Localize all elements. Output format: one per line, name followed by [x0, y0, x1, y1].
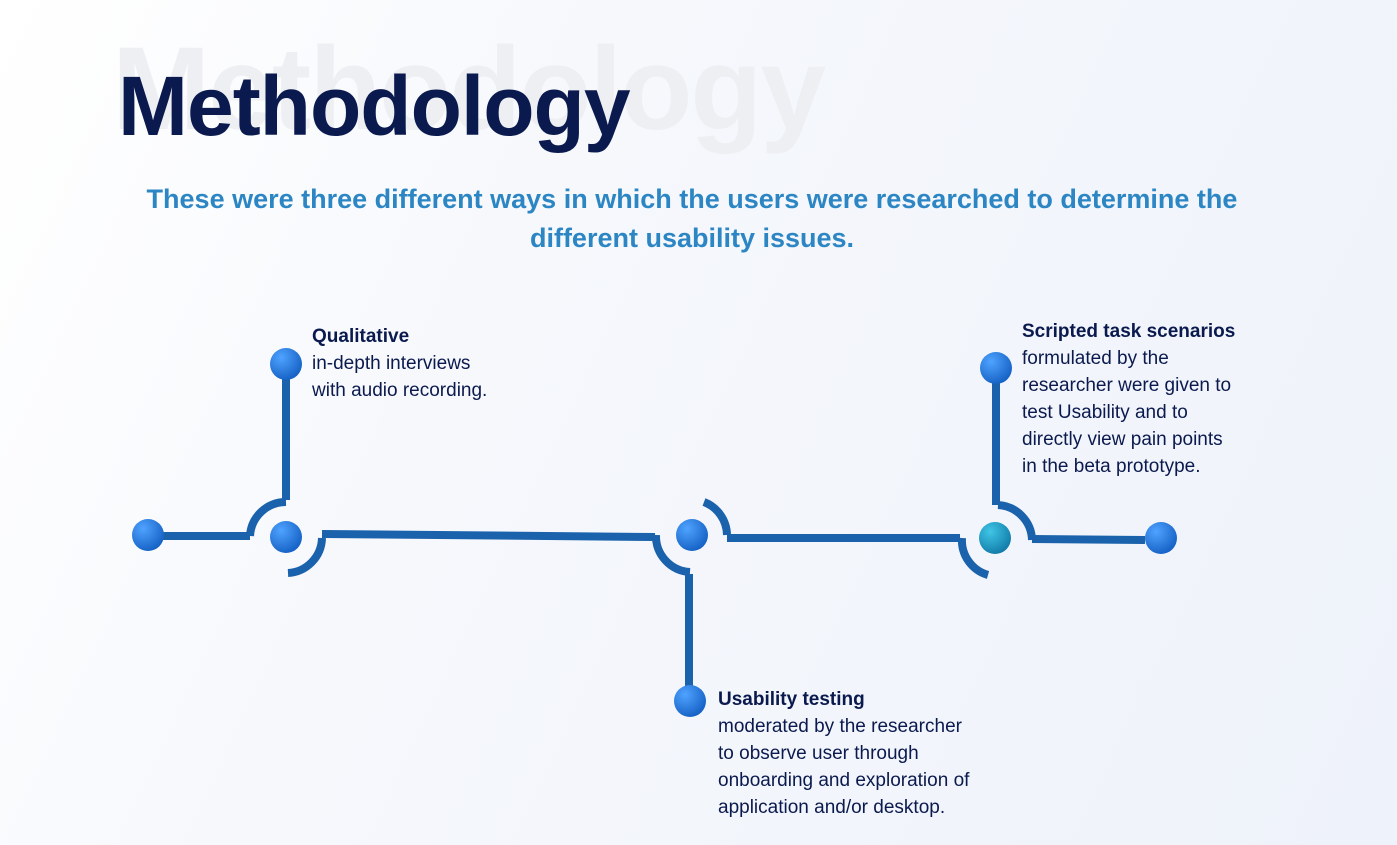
- step-text: in-depth interviews with audio recording…: [312, 353, 488, 401]
- title-watermark: Methodology: [112, 23, 826, 155]
- step-scripted-tasks: Scripted task scenarios formulated by th…: [1022, 318, 1292, 480]
- hub-node: [270, 521, 302, 553]
- step-text: formulated by the researcher were given …: [1022, 348, 1232, 477]
- hub-arc: [702, 498, 731, 536]
- step-heading: Scripted task scenarios: [1022, 321, 1236, 342]
- timeline-end-node: [1145, 522, 1177, 554]
- timeline-segment: [1031, 535, 1146, 544]
- hub-arc: [246, 497, 287, 537]
- step-qualitative: Qualitative in-depth interviews with aud…: [312, 323, 572, 404]
- hub-arc: [997, 501, 1036, 541]
- hub-arc: [957, 537, 990, 579]
- hub-arc: [652, 534, 691, 576]
- hub-node: [979, 522, 1011, 554]
- timeline-start-node: [132, 519, 164, 551]
- step-node-qualitative: [270, 348, 302, 380]
- page-subtitle: These were three different ways in which…: [146, 184, 1238, 253]
- step-heading: Qualitative: [312, 326, 410, 347]
- step-node-scripted: [980, 352, 1012, 384]
- page-title: Methodology: [118, 59, 631, 153]
- step-usability-testing: Usability testing moderated by the resea…: [718, 686, 1048, 821]
- timeline-segment: [321, 530, 656, 541]
- step-text: moderated by the researcher to observe u…: [718, 716, 970, 818]
- hub-arc: [287, 537, 326, 577]
- step-node-usability: [674, 685, 706, 717]
- hub-node: [676, 519, 708, 551]
- step-heading: Usability testing: [718, 689, 865, 710]
